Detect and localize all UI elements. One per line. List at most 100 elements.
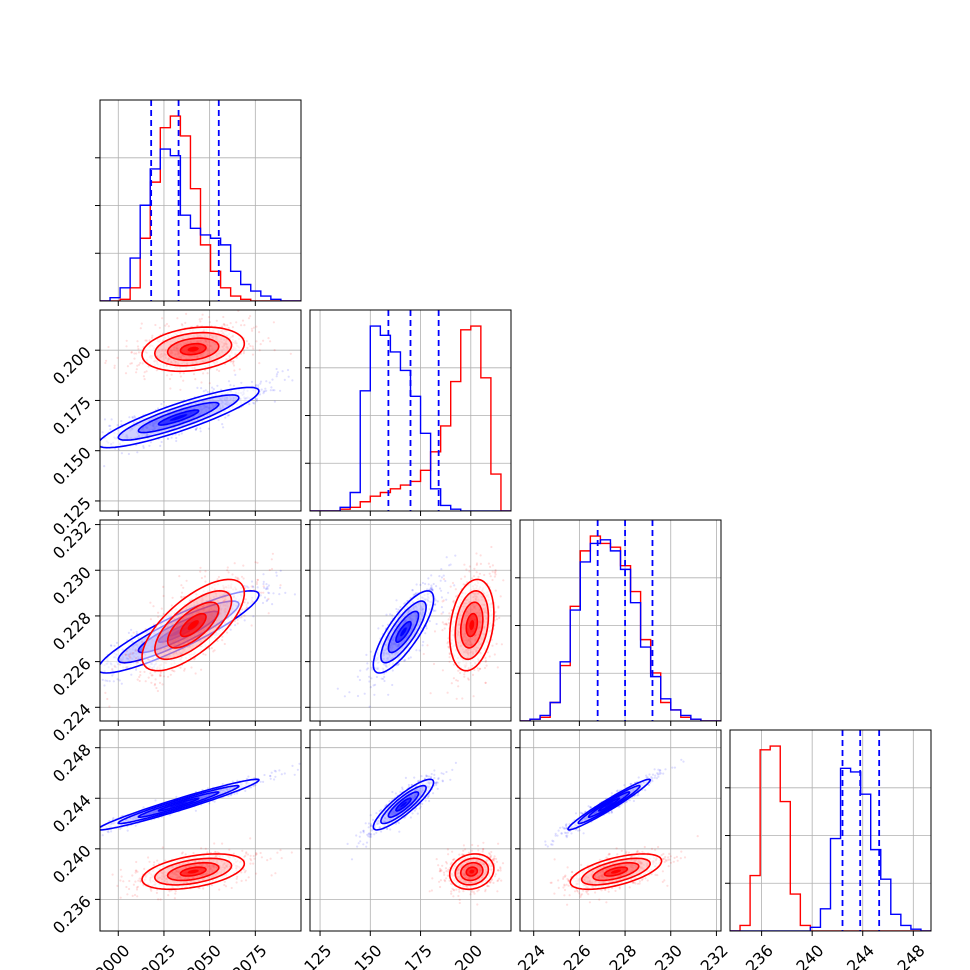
scatter-point [266, 587, 269, 590]
scatter-point [484, 681, 487, 684]
scatter-point [116, 356, 119, 359]
scatter-point [114, 447, 117, 450]
scatter-point [403, 602, 406, 605]
panel-frame [99, 309, 302, 512]
scatter-point [133, 416, 136, 419]
scatter-point [223, 323, 226, 326]
scatter-point [263, 596, 267, 599]
scatter-point [170, 669, 173, 672]
scatter-point [145, 339, 148, 342]
scatter-point [429, 588, 432, 591]
scatter-point [213, 800, 216, 803]
scatter-point [93, 673, 95, 675]
scatter-point [199, 570, 202, 573]
scatter-point [478, 667, 481, 670]
scatter-point [130, 351, 133, 354]
scatter-point [374, 683, 377, 686]
scatter-point [96, 674, 98, 676]
scatter-point [358, 678, 361, 682]
scatter-point [391, 614, 394, 617]
scatter-point [447, 618, 450, 621]
scatter-point [256, 561, 259, 564]
scatter-point [194, 428, 198, 431]
scatter-point [252, 615, 255, 618]
scatter-point [463, 575, 466, 578]
scatter-point [169, 387, 172, 390]
scatter-point [180, 584, 183, 587]
scatter-point [170, 373, 173, 376]
scatter-point [391, 683, 394, 687]
scatter-point [265, 389, 268, 392]
scatter-point [336, 687, 339, 690]
scatter-point [137, 347, 140, 351]
scatter-point [250, 327, 253, 330]
scatter-point [272, 592, 275, 595]
scatter-point [266, 598, 269, 601]
scatter-point [269, 340, 272, 343]
scatter-point [202, 390, 205, 393]
scatter-point [184, 321, 187, 324]
scatter-point [484, 660, 487, 663]
scatter-point [90, 672, 92, 674]
scatter-point [251, 353, 255, 356]
scatter-point [421, 581, 424, 585]
panel-frame [309, 309, 512, 512]
scatter-point [165, 322, 169, 326]
scatter-point [70, 449, 72, 451]
y-tick-label: 0.224 [49, 700, 95, 746]
scatter-point [124, 653, 127, 656]
scatter-point [212, 650, 215, 653]
scatter-point [275, 571, 278, 574]
scatter-point [493, 653, 496, 656]
panel-plot-area [310, 520, 511, 721]
scatter-point [430, 586, 433, 589]
scatter-point [159, 444, 162, 447]
scatter-point [105, 359, 108, 362]
scatter-point [486, 651, 489, 654]
scatter-point [271, 552, 274, 555]
scatter-point [127, 452, 130, 456]
scatter-point [279, 389, 282, 392]
scatter-point [180, 591, 184, 594]
scatter-point [98, 696, 100, 698]
scatter-point [484, 659, 487, 662]
scatter-point [164, 324, 167, 327]
contour-red [154, 589, 233, 661]
scatter-point [479, 554, 482, 557]
scatter-point [149, 601, 152, 604]
scatter-point [375, 675, 378, 679]
scatter-point [146, 633, 149, 636]
scatter-point [443, 627, 446, 630]
scatter-point [237, 578, 240, 581]
scatter-point [459, 671, 462, 675]
density-peak-red [187, 346, 199, 352]
scatter-point [259, 594, 262, 597]
scatter-point [130, 362, 133, 365]
contour-blue [117, 394, 240, 441]
scatter-point [439, 579, 442, 582]
scatter-point [104, 691, 107, 695]
scatter-point [265, 588, 268, 591]
scatter-point [85, 683, 87, 685]
scatter-point [449, 563, 452, 566]
scatter-point [452, 600, 455, 603]
scatter-point [217, 418, 220, 422]
scatter-point [160, 403, 163, 406]
scatter-point [168, 377, 172, 381]
scatter-point [206, 372, 209, 375]
scatter-point [162, 585, 165, 589]
scatter-point [80, 830, 82, 832]
scatter-point [181, 324, 184, 327]
scatter-point [159, 671, 162, 675]
scatter-point [500, 643, 503, 646]
scatter-point [135, 666, 138, 669]
scatter-point [452, 663, 456, 666]
scatter-point [291, 764, 294, 768]
scatter-point [488, 655, 491, 658]
scatter-point [422, 640, 425, 644]
scatter-point [211, 390, 214, 393]
scatter-point [428, 588, 432, 591]
scatter-point [484, 681, 487, 685]
scatter-point [160, 440, 163, 444]
